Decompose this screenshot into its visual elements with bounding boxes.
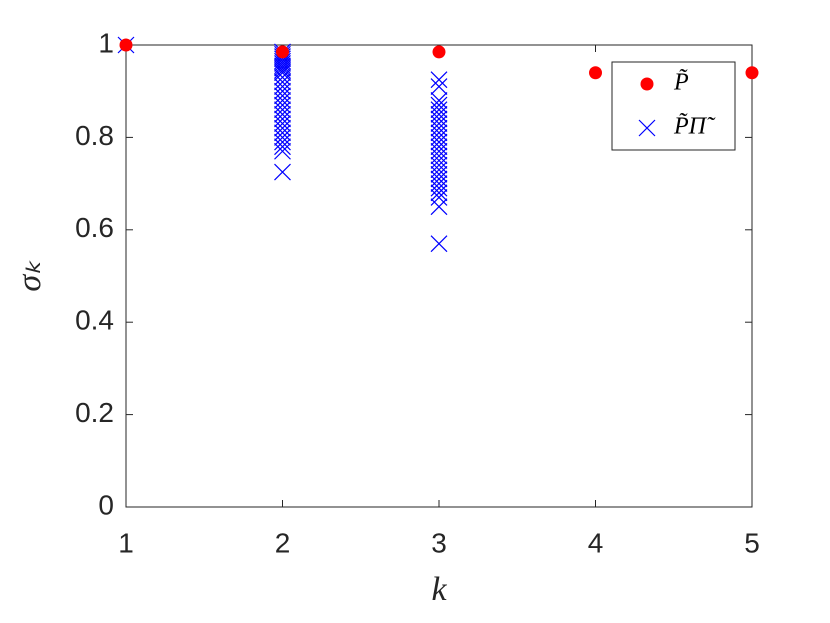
x-axis-label: k [431, 571, 447, 608]
point [274, 61, 291, 79]
point [274, 55, 291, 72]
point [274, 78, 291, 96]
point [274, 96, 291, 114]
point [274, 115, 291, 132]
point [430, 198, 448, 216]
point [274, 52, 291, 70]
point [430, 133, 448, 151]
point [274, 124, 291, 142]
point [274, 142, 291, 160]
y-tick-label: 0.2 [75, 397, 114, 428]
legend-label: P̃ [673, 69, 689, 96]
point [430, 92, 448, 109]
point [274, 163, 291, 181]
point [430, 71, 448, 89]
point [430, 96, 448, 114]
point [274, 82, 291, 100]
point [274, 128, 291, 146]
point [430, 101, 448, 119]
legend-marker [640, 77, 654, 91]
x-tick-label: 2 [275, 527, 291, 558]
y-tick-label: 0.4 [75, 305, 114, 336]
point [430, 138, 448, 156]
x-tick-label: 1 [118, 527, 134, 558]
point [274, 64, 291, 82]
x-tick-label: 4 [588, 527, 604, 558]
point [745, 66, 759, 80]
point [274, 101, 291, 119]
point [274, 110, 291, 128]
point [274, 59, 291, 77]
point [430, 165, 448, 183]
legend-box [611, 61, 736, 151]
y-tick-label: 0.6 [75, 212, 114, 243]
point [274, 133, 291, 151]
point [430, 152, 448, 169]
point [432, 45, 446, 59]
point [430, 115, 448, 132]
legend-marker [638, 119, 656, 137]
x-tick-label: 5 [744, 527, 760, 558]
point [430, 128, 448, 146]
y-axis-label: σₖ [11, 260, 48, 292]
point [274, 119, 291, 137]
point [274, 87, 291, 105]
point [589, 66, 602, 80]
point [430, 156, 448, 174]
point [430, 161, 448, 179]
point [274, 138, 291, 156]
point [430, 147, 448, 165]
point [430, 124, 448, 142]
point [430, 189, 448, 206]
point [430, 78, 448, 96]
point [274, 57, 291, 75]
y-tick-label: 0.8 [75, 120, 114, 151]
y-tick-label: 1 [98, 27, 114, 58]
point [274, 92, 291, 109]
point [119, 38, 133, 52]
point [430, 105, 448, 123]
point [276, 45, 289, 59]
y-tick-label: 0 [98, 489, 114, 520]
point [274, 73, 291, 91]
point [430, 170, 448, 188]
point [430, 142, 448, 160]
x-tick-label: 3 [431, 527, 447, 558]
point [274, 105, 291, 123]
point [430, 179, 448, 197]
point [430, 235, 448, 253]
point [274, 68, 291, 86]
point [430, 110, 448, 128]
point [430, 119, 448, 137]
point [430, 184, 448, 202]
point [430, 175, 448, 193]
